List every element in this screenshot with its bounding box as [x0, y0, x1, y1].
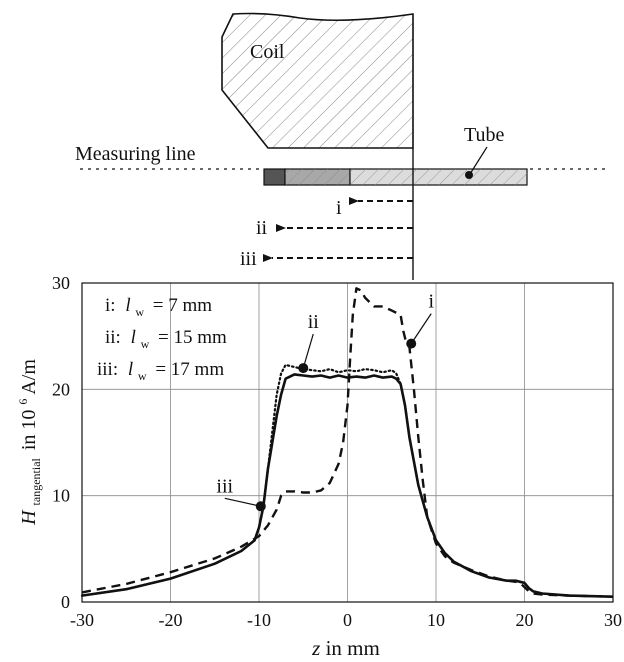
x-tick-label: 10: [427, 610, 445, 630]
tube-segment-mid-hatch: [285, 169, 350, 185]
y-tick-label: 20: [52, 379, 70, 399]
annotation-label-ii: ii: [308, 311, 320, 333]
legend-entry-ii-symbol: l: [131, 327, 136, 348]
y-axis-label-text: in 10: [18, 410, 40, 451]
annotation-label-iii: iii: [216, 475, 233, 497]
annotation-leader-iii: [224, 497, 261, 507]
legend-entry-ii-id: ii:: [105, 327, 121, 348]
arrow-ii-label: ii: [256, 217, 268, 239]
arrow-iii-label: iii: [240, 248, 257, 270]
x-tick-label: -20: [159, 610, 183, 630]
x-tick-labels: -30 -20 -10 0 10 20 30: [70, 610, 622, 630]
legend-entry-i-id: i:: [105, 295, 116, 316]
arrow-i-label: i: [336, 197, 342, 219]
tube-label: Tube: [464, 124, 505, 146]
annotation-label-i: i: [428, 291, 434, 313]
legend-entry-ii: ii: l w = 15 mm: [105, 327, 227, 353]
annotation-leader-ii: [302, 333, 314, 369]
measuring-line-label: Measuring line: [75, 143, 196, 165]
annotation-dot-ii: [298, 363, 309, 374]
plot-frame: [81, 282, 614, 603]
coil-label: Coil: [250, 41, 285, 63]
y-axis-label-unit: A/m: [18, 359, 40, 395]
x-axis-label-unit: in mm: [326, 636, 380, 660]
legend-entry-i: i: l w = 7 mm: [105, 295, 212, 321]
series-line-iii: [81, 373, 614, 598]
y-tick-label: 30: [52, 273, 70, 293]
x-tick-label: 20: [516, 610, 534, 630]
legend-entry-ii-value: = 15 mm: [158, 327, 227, 348]
x-tick-label: -30: [70, 610, 94, 630]
legend-entry-i-value: = 7 mm: [153, 295, 212, 316]
coil-shape: [221, 12, 414, 149]
y-tick-label: 10: [52, 486, 70, 506]
tube-segment-light-hatch: [350, 169, 527, 185]
x-axis-label: z in mm: [311, 636, 380, 660]
legend-entry-ii-sub: w: [141, 337, 150, 351]
legend-entry-iii-value: = 17 mm: [155, 359, 224, 380]
y-axis-label-var: H: [18, 509, 40, 526]
y-axis-label-sub: tangential: [29, 457, 43, 505]
annotation-dot-i: [406, 338, 417, 349]
x-axis-label-var: z: [311, 636, 320, 660]
legend-entry-iii-symbol: l: [128, 359, 133, 380]
annotation-dot-iii: [255, 501, 266, 512]
tube-pointer-dot: [465, 171, 473, 179]
schematic: Coil Measuring line Tube i ii iii: [75, 12, 605, 280]
x-tick-label: -10: [247, 610, 271, 630]
annotation-leader-i: [410, 313, 432, 344]
x-tick-label: 30: [604, 610, 622, 630]
y-axis-label-exp: 6: [16, 399, 30, 405]
legend-entry-iii-sub: w: [138, 369, 147, 383]
legend: i: l w = 7 mm ii: l w = 15 mm iii: l w =…: [97, 295, 227, 385]
legend-entry-i-symbol: l: [125, 295, 130, 316]
y-axis-label: H tangential in 10 6 A/m: [10, 359, 45, 526]
tube-pointer: [469, 146, 488, 175]
legend-entry-i-sub: w: [135, 305, 144, 319]
legend-entry-iii-id: iii:: [97, 359, 118, 380]
tube-segment-dark: [263, 168, 286, 186]
chart-series: [80, 287, 615, 598]
y-tick-labels: 0 10 20 30: [52, 273, 70, 612]
y-tick-label: 0: [61, 592, 70, 612]
x-tick-label: 0: [343, 610, 352, 630]
legend-entry-iii: iii: l w = 17 mm: [97, 359, 224, 385]
